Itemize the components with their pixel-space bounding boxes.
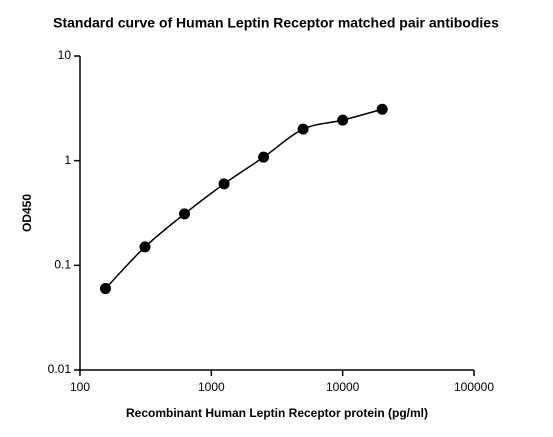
data-point [139,241,151,253]
data-point [337,114,349,126]
x-tick-label: 100000 [454,380,494,394]
data-point [297,123,309,135]
x-tick-label: 100 [70,380,90,394]
data-point [218,178,230,190]
y-tick-label: 0.1 [54,258,71,272]
y-axis-title: OD450 [20,194,34,232]
y-tick-label: 10 [58,48,72,62]
fit-curve [104,108,383,290]
y-tick-label: 1 [64,153,71,167]
x-tick-label: 10000 [326,380,360,394]
x-tick-label: 1000 [198,380,225,394]
data-point [376,103,388,115]
chart-title: Standard curve of Human Leptin Receptor … [53,15,499,31]
data-point [99,283,111,295]
data-point [258,151,270,163]
y-tick-label: 0.01 [48,362,72,376]
x-axis-title: Recombinant Human Leptin Receptor protei… [126,406,428,420]
data-point [179,208,191,220]
